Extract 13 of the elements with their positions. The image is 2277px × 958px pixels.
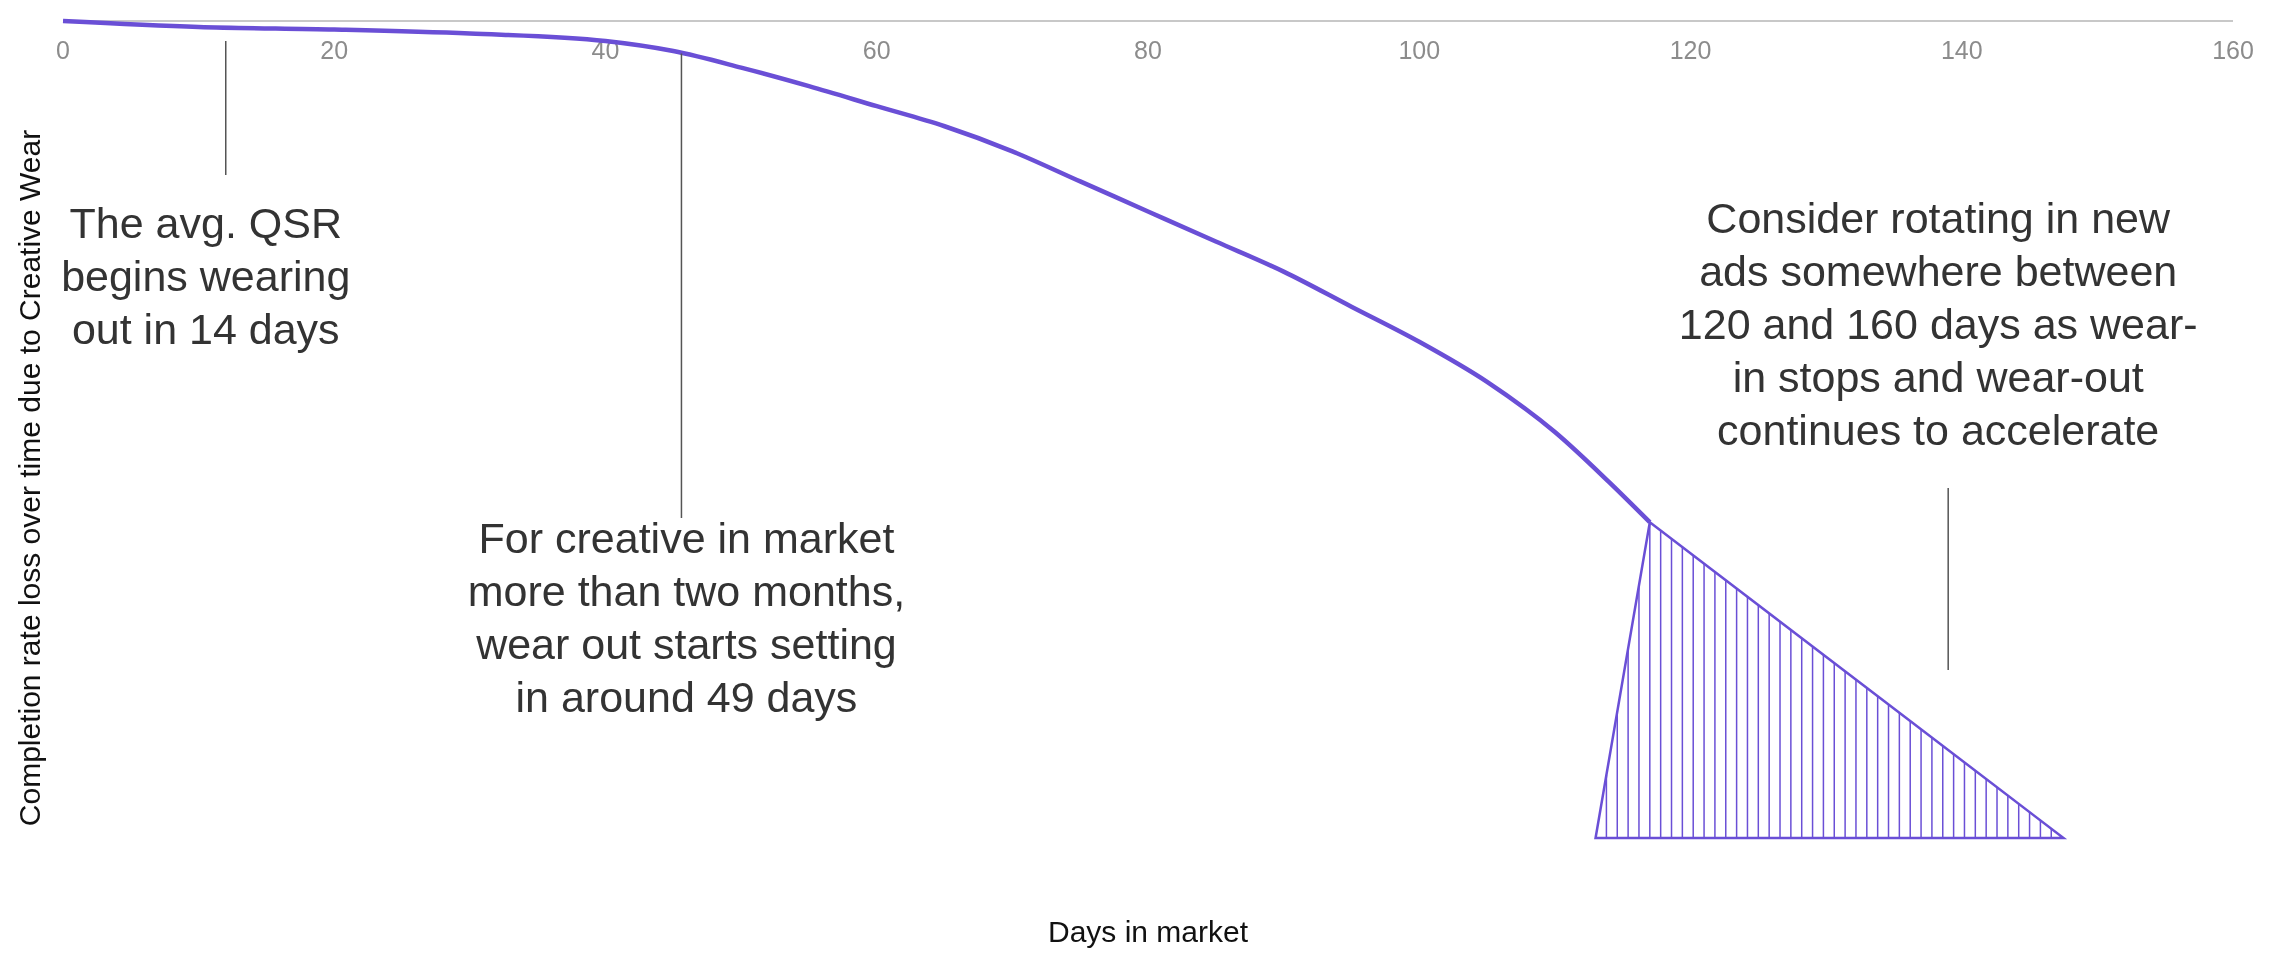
annotation: The avg. QSR begins wearing out in 14 days (61, 199, 351, 353)
x-tick-label: 80 (1134, 36, 1162, 64)
x-tick-label: 20 (320, 36, 349, 64)
x-tick-label: 100 (1398, 36, 1441, 64)
text: Days in market (1047, 915, 1249, 948)
x-tick-label: 140 (1940, 36, 1983, 64)
x-tick-label: 160 (2212, 36, 2254, 64)
y-axis-title: Completion rate loss over time due to Creative Wear (13, 129, 46, 827)
annotation: For creative in market more than two months, wear out starts setting in around 49 days (467, 514, 906, 721)
annotation: Consider rotating in new ads somewhere between 120 and 160 days as wear- in stops and wear-out continues to accelerate (1678, 194, 2198, 454)
x-tick-label: 60 (862, 36, 891, 64)
x-tick-label: 120 (1669, 36, 1712, 64)
x-tick-label: 0 (56, 36, 70, 64)
